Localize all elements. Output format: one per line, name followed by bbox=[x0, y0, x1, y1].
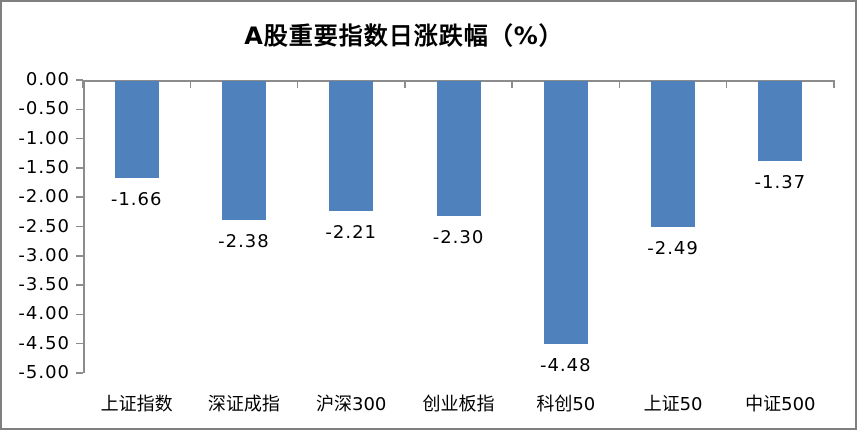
bar-value-label: -2.21 bbox=[325, 221, 377, 243]
y-axis-tick-label: -3.50 bbox=[18, 274, 70, 296]
category-tick bbox=[189, 80, 192, 88]
category-tick bbox=[296, 80, 299, 88]
y-axis-tick-label: -3.00 bbox=[18, 244, 70, 266]
x-axis-category-label: 上证指数 bbox=[100, 394, 173, 415]
bar-value-label: -2.49 bbox=[647, 237, 699, 259]
bar-6 bbox=[651, 81, 696, 227]
x-axis-category-label: 深证成指 bbox=[207, 394, 280, 415]
category-tick bbox=[833, 80, 835, 88]
y-axis-tick bbox=[76, 79, 83, 81]
y-axis-tick bbox=[76, 342, 83, 345]
chart-title: A股重要指数日涨跌幅（%） bbox=[244, 22, 564, 50]
bar-7 bbox=[758, 81, 803, 162]
y-axis-tick-label: -4.00 bbox=[18, 303, 70, 325]
category-tick bbox=[725, 80, 728, 88]
y-axis-line bbox=[83, 80, 85, 373]
bar-2 bbox=[221, 81, 266, 221]
bar-value-label: -2.38 bbox=[218, 231, 270, 253]
y-axis-tick bbox=[76, 313, 83, 316]
bar-value-label: -2.30 bbox=[432, 226, 485, 248]
y-axis-tick-label: -0.50 bbox=[18, 98, 70, 120]
y-axis-tick bbox=[76, 255, 83, 257]
x-axis-category-label: 科创50 bbox=[536, 394, 596, 415]
category-tick bbox=[404, 80, 406, 88]
bar-value-label: -4.48 bbox=[539, 354, 592, 376]
bar-value-label: -1.37 bbox=[754, 172, 807, 194]
y-axis-tick bbox=[76, 225, 83, 228]
y-axis-tick bbox=[76, 167, 83, 169]
y-axis-tick bbox=[76, 108, 83, 111]
bar-1 bbox=[114, 81, 159, 179]
y-axis-tick bbox=[76, 284, 83, 286]
y-axis-tick bbox=[76, 137, 83, 140]
bar-5 bbox=[543, 81, 588, 344]
x-axis-category-label: 沪深300 bbox=[316, 394, 387, 415]
bar-4 bbox=[436, 81, 481, 216]
y-axis-tick bbox=[76, 372, 83, 374]
y-axis-tick-label: -2.50 bbox=[18, 215, 70, 237]
category-tick bbox=[511, 80, 513, 88]
x-axis-category-label: 上证50 bbox=[643, 394, 703, 415]
y-axis-tick-label: 0.00 bbox=[25, 69, 70, 90]
bar-3 bbox=[329, 81, 374, 211]
x-axis-category-label: 创业板指 bbox=[422, 394, 495, 415]
x-axis-line bbox=[83, 80, 834, 82]
y-axis-tick-label: -2.00 bbox=[18, 186, 70, 208]
category-tick bbox=[82, 80, 84, 88]
y-axis-tick-label: -5.00 bbox=[18, 362, 70, 383]
y-axis-tick-label: -1.00 bbox=[18, 127, 70, 149]
y-axis-tick-label: -4.50 bbox=[18, 332, 70, 354]
y-axis-tick-label: -1.50 bbox=[18, 156, 70, 178]
y-axis-tick bbox=[76, 196, 83, 198]
x-axis-category-label: 中证500 bbox=[745, 394, 816, 415]
category-tick bbox=[618, 80, 621, 88]
bar-value-label: -1.66 bbox=[110, 189, 163, 211]
